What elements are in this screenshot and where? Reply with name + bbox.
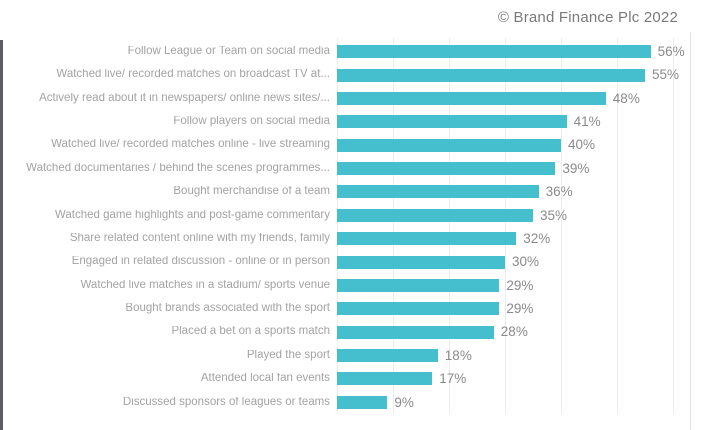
chart-row: Attended local fan events 17% (0, 367, 690, 390)
chart-row: Watched live matches in a stadium/ sport… (0, 274, 690, 297)
bar (337, 115, 567, 129)
bar (337, 45, 651, 59)
chart-row: Watched documentaries / behind the scene… (0, 157, 690, 180)
bar (337, 208, 533, 222)
category-label: Bought merchandise of a team (173, 186, 330, 198)
bar-track: 9% (337, 391, 690, 414)
gridline (505, 38, 506, 414)
category-label: Share related content online with my fri… (69, 232, 330, 244)
bar-track: 36% (337, 180, 690, 203)
value-label: 41% (573, 114, 601, 130)
gridline (617, 38, 618, 414)
bar (337, 185, 539, 199)
value-label: 29% (506, 301, 534, 317)
chart-row: Played the sport 18% (0, 344, 690, 367)
bar-track: 55% (337, 63, 690, 86)
chart-row: Bought merchandise of a team 36% (0, 180, 690, 203)
value-label: 30% (512, 254, 540, 270)
value-label: 28% (500, 324, 528, 340)
copyright-text: © Brand Finance Plc 2022 (497, 9, 678, 26)
bar (337, 162, 556, 176)
bar-chart: Follow League or Team on social media 56%… (0, 40, 690, 414)
category-label: Watched documentaries / behind the scene… (26, 162, 330, 174)
bar-track: 56% (337, 40, 690, 63)
category-label: Bought brands associated with the sport (125, 303, 330, 315)
bar (337, 138, 561, 152)
bar-track: 28% (337, 321, 690, 344)
gridline (673, 38, 674, 414)
chart-right-border (690, 32, 691, 430)
chart-row: Bought brands associated with the sport 2… (0, 297, 690, 320)
chart-row: Placed a bet on a sports match 28% (0, 321, 690, 344)
category-label: Watched game highlights and post-game co… (54, 209, 330, 221)
category-label: Follow players on social media (173, 116, 330, 128)
bar (337, 372, 433, 386)
bar-track: 29% (337, 297, 690, 320)
bar (337, 232, 517, 246)
bar (337, 302, 500, 316)
bar (337, 91, 606, 105)
value-label: 29% (506, 277, 534, 293)
chart-row: Actively read about it in newspapers/ on… (0, 87, 690, 110)
bar-track: 32% (337, 227, 690, 250)
value-label: 32% (523, 230, 551, 246)
value-label: 48% (612, 90, 640, 106)
bar-track: 40% (337, 134, 690, 157)
value-label: 39% (562, 160, 590, 176)
gridline (561, 38, 562, 414)
bar-track: 17% (337, 367, 690, 390)
bar-track: 18% (337, 344, 690, 367)
gridline (449, 38, 450, 414)
value-label: 35% (540, 207, 568, 223)
bar-track: 41% (337, 110, 690, 133)
value-label: 17% (439, 371, 467, 387)
chart-row: Engaged in related discussion - online o… (0, 250, 690, 273)
bar (337, 325, 494, 339)
bar (337, 395, 388, 409)
chart-row: Watched live/ recorded matches online - … (0, 134, 690, 157)
category-label: Engaged in related discussion - online o… (71, 256, 330, 268)
chart-row: Watched game highlights and post-game co… (0, 204, 690, 227)
bar (337, 255, 505, 269)
category-label: Placed a bet on a sports match (171, 326, 330, 338)
bar-track: 29% (337, 274, 690, 297)
value-label: 36% (545, 184, 573, 200)
window-edge-strip (0, 40, 3, 430)
chart-row: Discussed sponsors of leagues or teams 9% (0, 391, 690, 414)
value-label: 40% (568, 137, 596, 153)
category-label: Follow League or Team on social media (127, 45, 330, 57)
category-label: Watched live/ recorded matches on broadc… (56, 69, 330, 81)
category-label: Played the sport (246, 349, 330, 361)
gridline (393, 38, 394, 414)
category-label: Discussed sponsors of leagues or teams (122, 396, 330, 408)
category-label: Watched live matches in a stadium/ sport… (80, 279, 331, 291)
category-label: Watched live/ recorded matches online - … (51, 139, 330, 151)
bar (337, 349, 438, 363)
value-label: 55% (652, 67, 680, 83)
bar-track: 39% (337, 157, 690, 180)
bar-track: 35% (337, 204, 690, 227)
bar (337, 68, 645, 82)
gridline (337, 38, 338, 414)
category-label: Attended local fan events (200, 373, 330, 385)
chart-row: Follow players on social media 41% (0, 110, 690, 133)
category-label: Actively read about it in newspapers/ on… (39, 92, 330, 104)
value-label: 18% (444, 347, 472, 363)
chart-row: Follow League or Team on social media 56% (0, 40, 690, 63)
bar-track: 30% (337, 250, 690, 273)
bar-track: 48% (337, 87, 690, 110)
bar (337, 278, 500, 292)
chart-row: Share related content online with my fri… (0, 227, 690, 250)
chart-row: Watched live/ recorded matches on broadc… (0, 63, 690, 86)
value-label: 56% (657, 43, 685, 59)
value-label: 9% (394, 394, 414, 410)
